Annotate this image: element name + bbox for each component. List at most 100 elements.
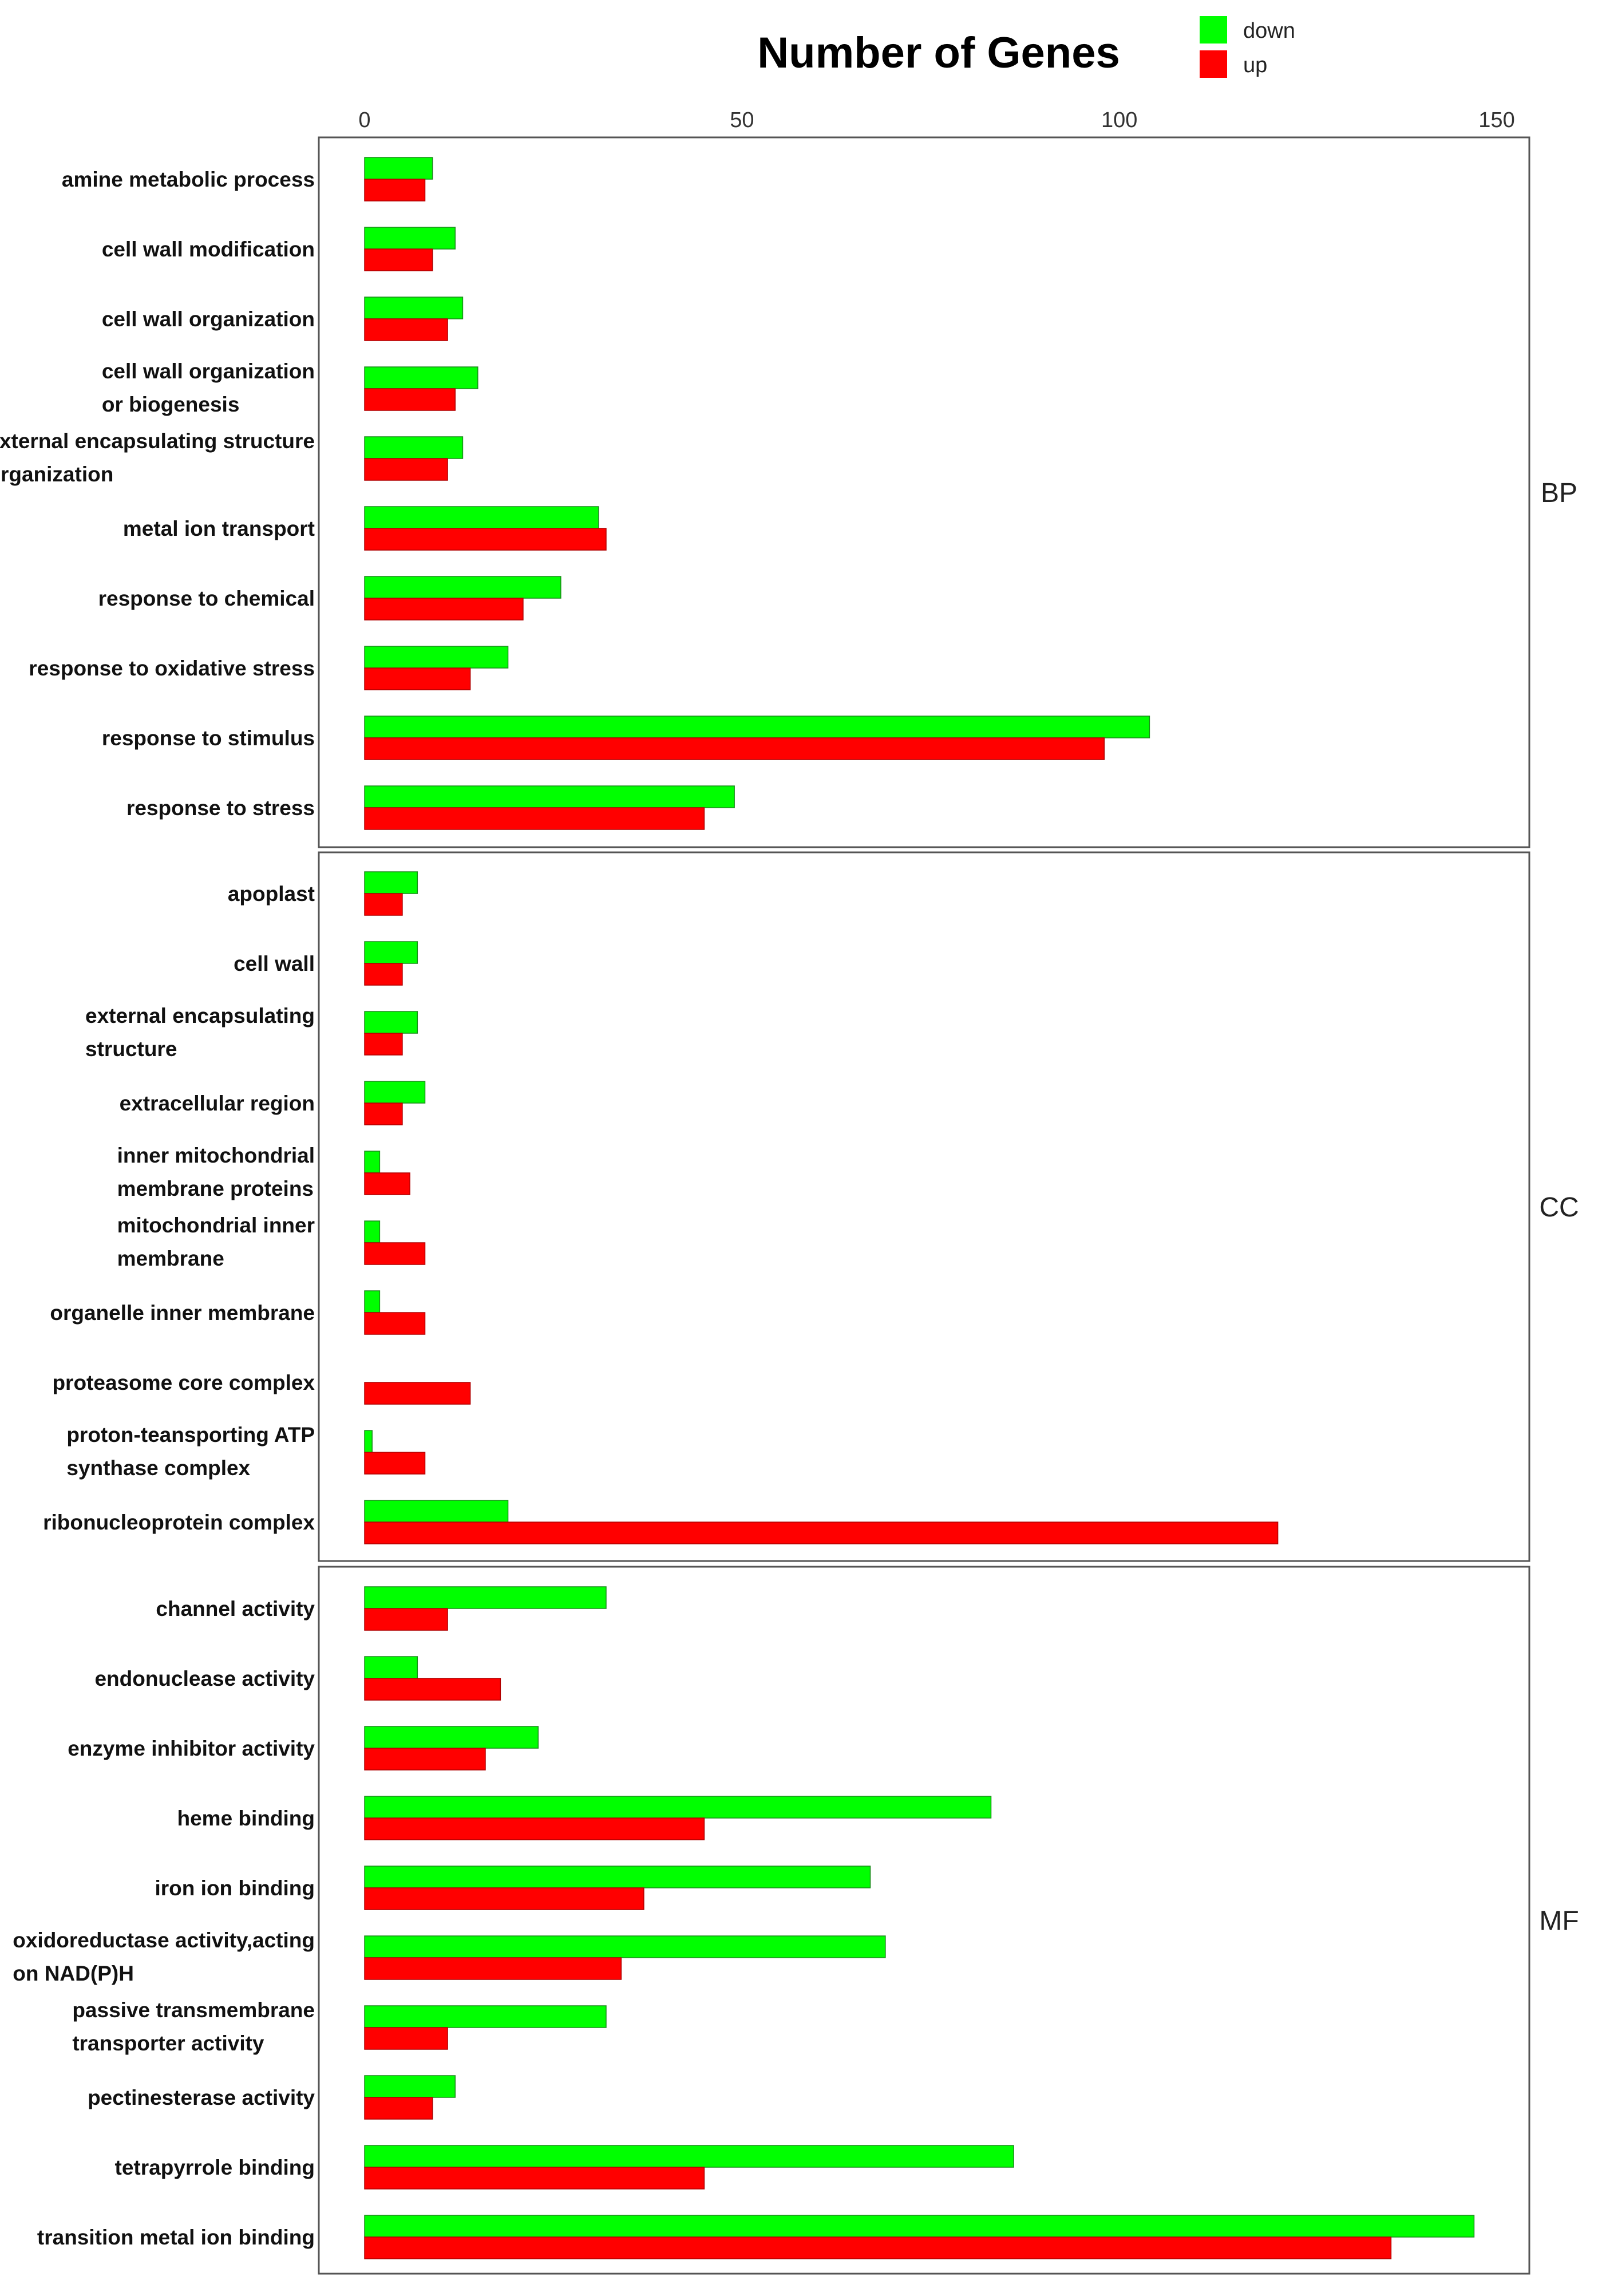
- bar-up: [364, 2167, 705, 2190]
- bar-up: [364, 893, 403, 916]
- bar-up: [364, 1102, 403, 1125]
- category-label: cell wall modification: [102, 238, 315, 261]
- bar-down: [364, 1220, 381, 1243]
- category-label: cell wall organization or biogenesis: [102, 359, 315, 416]
- bar-up: [364, 1887, 644, 1910]
- bar-up: [364, 598, 524, 621]
- bar-up: [364, 248, 433, 271]
- bar-up: [364, 1172, 410, 1195]
- bar-down: [364, 785, 735, 808]
- bar-down: [364, 297, 464, 319]
- category-label: metal ion transport: [123, 517, 315, 540]
- chart-title: Number of Genes: [757, 29, 1120, 77]
- x-tick-label: 0: [358, 108, 370, 132]
- bar-up: [364, 458, 448, 481]
- category-label: pectinesterase activity: [88, 2086, 315, 2109]
- bar-down: [364, 2215, 1475, 2238]
- bar-down: [364, 1796, 992, 1819]
- category-label: ribonucleoprotein complex: [43, 1511, 315, 1534]
- panel-frame: [318, 1566, 1530, 2275]
- category-label: proton-teansporting ATP synthase complex: [66, 1423, 315, 1480]
- bar-up: [364, 179, 426, 201]
- category-label: mitochondrial inner membrane: [117, 1214, 315, 1270]
- bar-down: [364, 1151, 381, 1173]
- category-label: response to chemical: [98, 587, 315, 610]
- bar-up: [364, 737, 1105, 760]
- panel-label: MF: [1539, 1906, 1579, 1937]
- category-label: external encapsulating structure organiza…: [0, 429, 315, 486]
- bar-up: [364, 1748, 486, 1771]
- category-label: inner mitochondrial membrane proteins: [117, 1144, 315, 1200]
- category-label: channel activity: [156, 1597, 315, 1621]
- category-label: apoplast: [228, 882, 315, 906]
- bar-down: [364, 1935, 886, 1958]
- category-label: response to oxidative stress: [29, 657, 315, 680]
- bar-up: [364, 1242, 426, 1265]
- category-label: tetrapyrrole binding: [115, 2156, 315, 2179]
- category-label: iron ion binding: [155, 1876, 315, 1900]
- bar-up: [364, 1452, 426, 1475]
- bar-up: [364, 2236, 1392, 2259]
- category-label: transition metal ion binding: [37, 2226, 315, 2249]
- bar-down: [364, 1430, 373, 1453]
- bar-down: [364, 871, 418, 894]
- legend-swatch-up: [1200, 50, 1227, 78]
- bar-up: [364, 318, 448, 341]
- category-label: response to stimulus: [102, 726, 315, 750]
- bar-down: [364, 506, 599, 529]
- bar-down: [364, 1011, 418, 1034]
- x-axis-ticks: 0 50 100 150: [358, 108, 1514, 132]
- category-label: extracellular region: [120, 1092, 315, 1115]
- bar-up: [364, 1678, 501, 1701]
- bar-down: [364, 1656, 418, 1679]
- legend: down up: [1200, 16, 1295, 78]
- bar-down: [364, 2075, 456, 2098]
- bar-down: [364, 1290, 381, 1313]
- bar-down: [364, 941, 418, 964]
- bar-up: [364, 2097, 433, 2120]
- category-label: cell wall: [234, 952, 315, 975]
- bar-down: [364, 716, 1150, 738]
- bar-down: [364, 2145, 1014, 2168]
- bar-up: [364, 1522, 1279, 1544]
- panel-frame: [318, 136, 1530, 848]
- legend-label-up: up: [1243, 53, 1267, 77]
- panel-label: CC: [1539, 1192, 1579, 1223]
- bar-down: [364, 576, 561, 599]
- panel-cc: CC apoplast cell wall external encapsulatin…: [43, 851, 1579, 1562]
- category-label: organelle inner membrane: [50, 1301, 315, 1325]
- bar-up: [364, 1312, 426, 1335]
- bar-down: [364, 2005, 607, 2028]
- category-label: endonuclease activity: [94, 1667, 315, 1690]
- category-label: external encapsulating structure: [85, 1004, 315, 1061]
- bar-up: [364, 963, 403, 986]
- bar-down: [364, 366, 478, 389]
- bar-down: [364, 1500, 509, 1523]
- bar-down: [364, 1081, 426, 1104]
- legend-swatch-down: [1200, 16, 1227, 44]
- panel-mf: MF channel activity endonuclease activity e…: [13, 1566, 1579, 2275]
- x-tick-label: 50: [730, 108, 754, 132]
- category-label: proteasome core complex: [52, 1371, 315, 1394]
- category-label: passive transmembrane transporter activit…: [72, 1998, 315, 2055]
- bar-up: [364, 1957, 622, 1980]
- bar-up: [364, 1382, 471, 1405]
- bar-down: [364, 436, 464, 459]
- bar-down: [364, 157, 433, 180]
- bar-down: [364, 1726, 539, 1749]
- panel-label: BP: [1541, 478, 1577, 508]
- bar-down: [364, 1586, 607, 1609]
- bar-up: [364, 388, 456, 411]
- panel-frame: [318, 851, 1530, 1562]
- bar-up: [364, 667, 471, 690]
- bar-up: [364, 807, 705, 830]
- category-label: amine metabolic process: [62, 168, 315, 191]
- chart-panels: BP amine metabolic process cell wall modif…: [0, 136, 1579, 2275]
- category-label: cell wall organization: [102, 307, 315, 331]
- category-label: enzyme inhibitor activity: [68, 1737, 315, 1760]
- bar-up: [364, 1033, 403, 1056]
- bar-up: [364, 528, 607, 551]
- bar-down: [364, 646, 509, 669]
- bar-up: [364, 2027, 448, 2050]
